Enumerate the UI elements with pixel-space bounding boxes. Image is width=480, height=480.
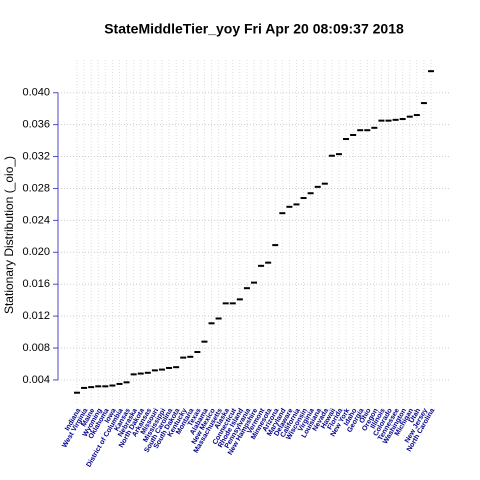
y-axis-label: Stationary Distribution (_oio_)	[2, 156, 16, 314]
y-tick-label: 0.012	[22, 310, 50, 322]
y-tick-label: 0.008	[22, 342, 50, 354]
y-tick-label: 0.020	[22, 246, 50, 258]
y-tick-label: 0.036	[22, 119, 50, 131]
y-tick-label: 0.040	[22, 87, 50, 99]
chart-title: StateMiddleTier_yoy Fri Apr 20 08:09:37 …	[104, 21, 404, 37]
y-tick-label: 0.024	[22, 214, 50, 226]
y-tick-label: 0.028	[22, 182, 50, 194]
y-tick-label: 0.016	[22, 278, 50, 290]
y-tick-label: 0.032	[22, 150, 50, 162]
y-tick-label: 0.004	[22, 374, 50, 386]
